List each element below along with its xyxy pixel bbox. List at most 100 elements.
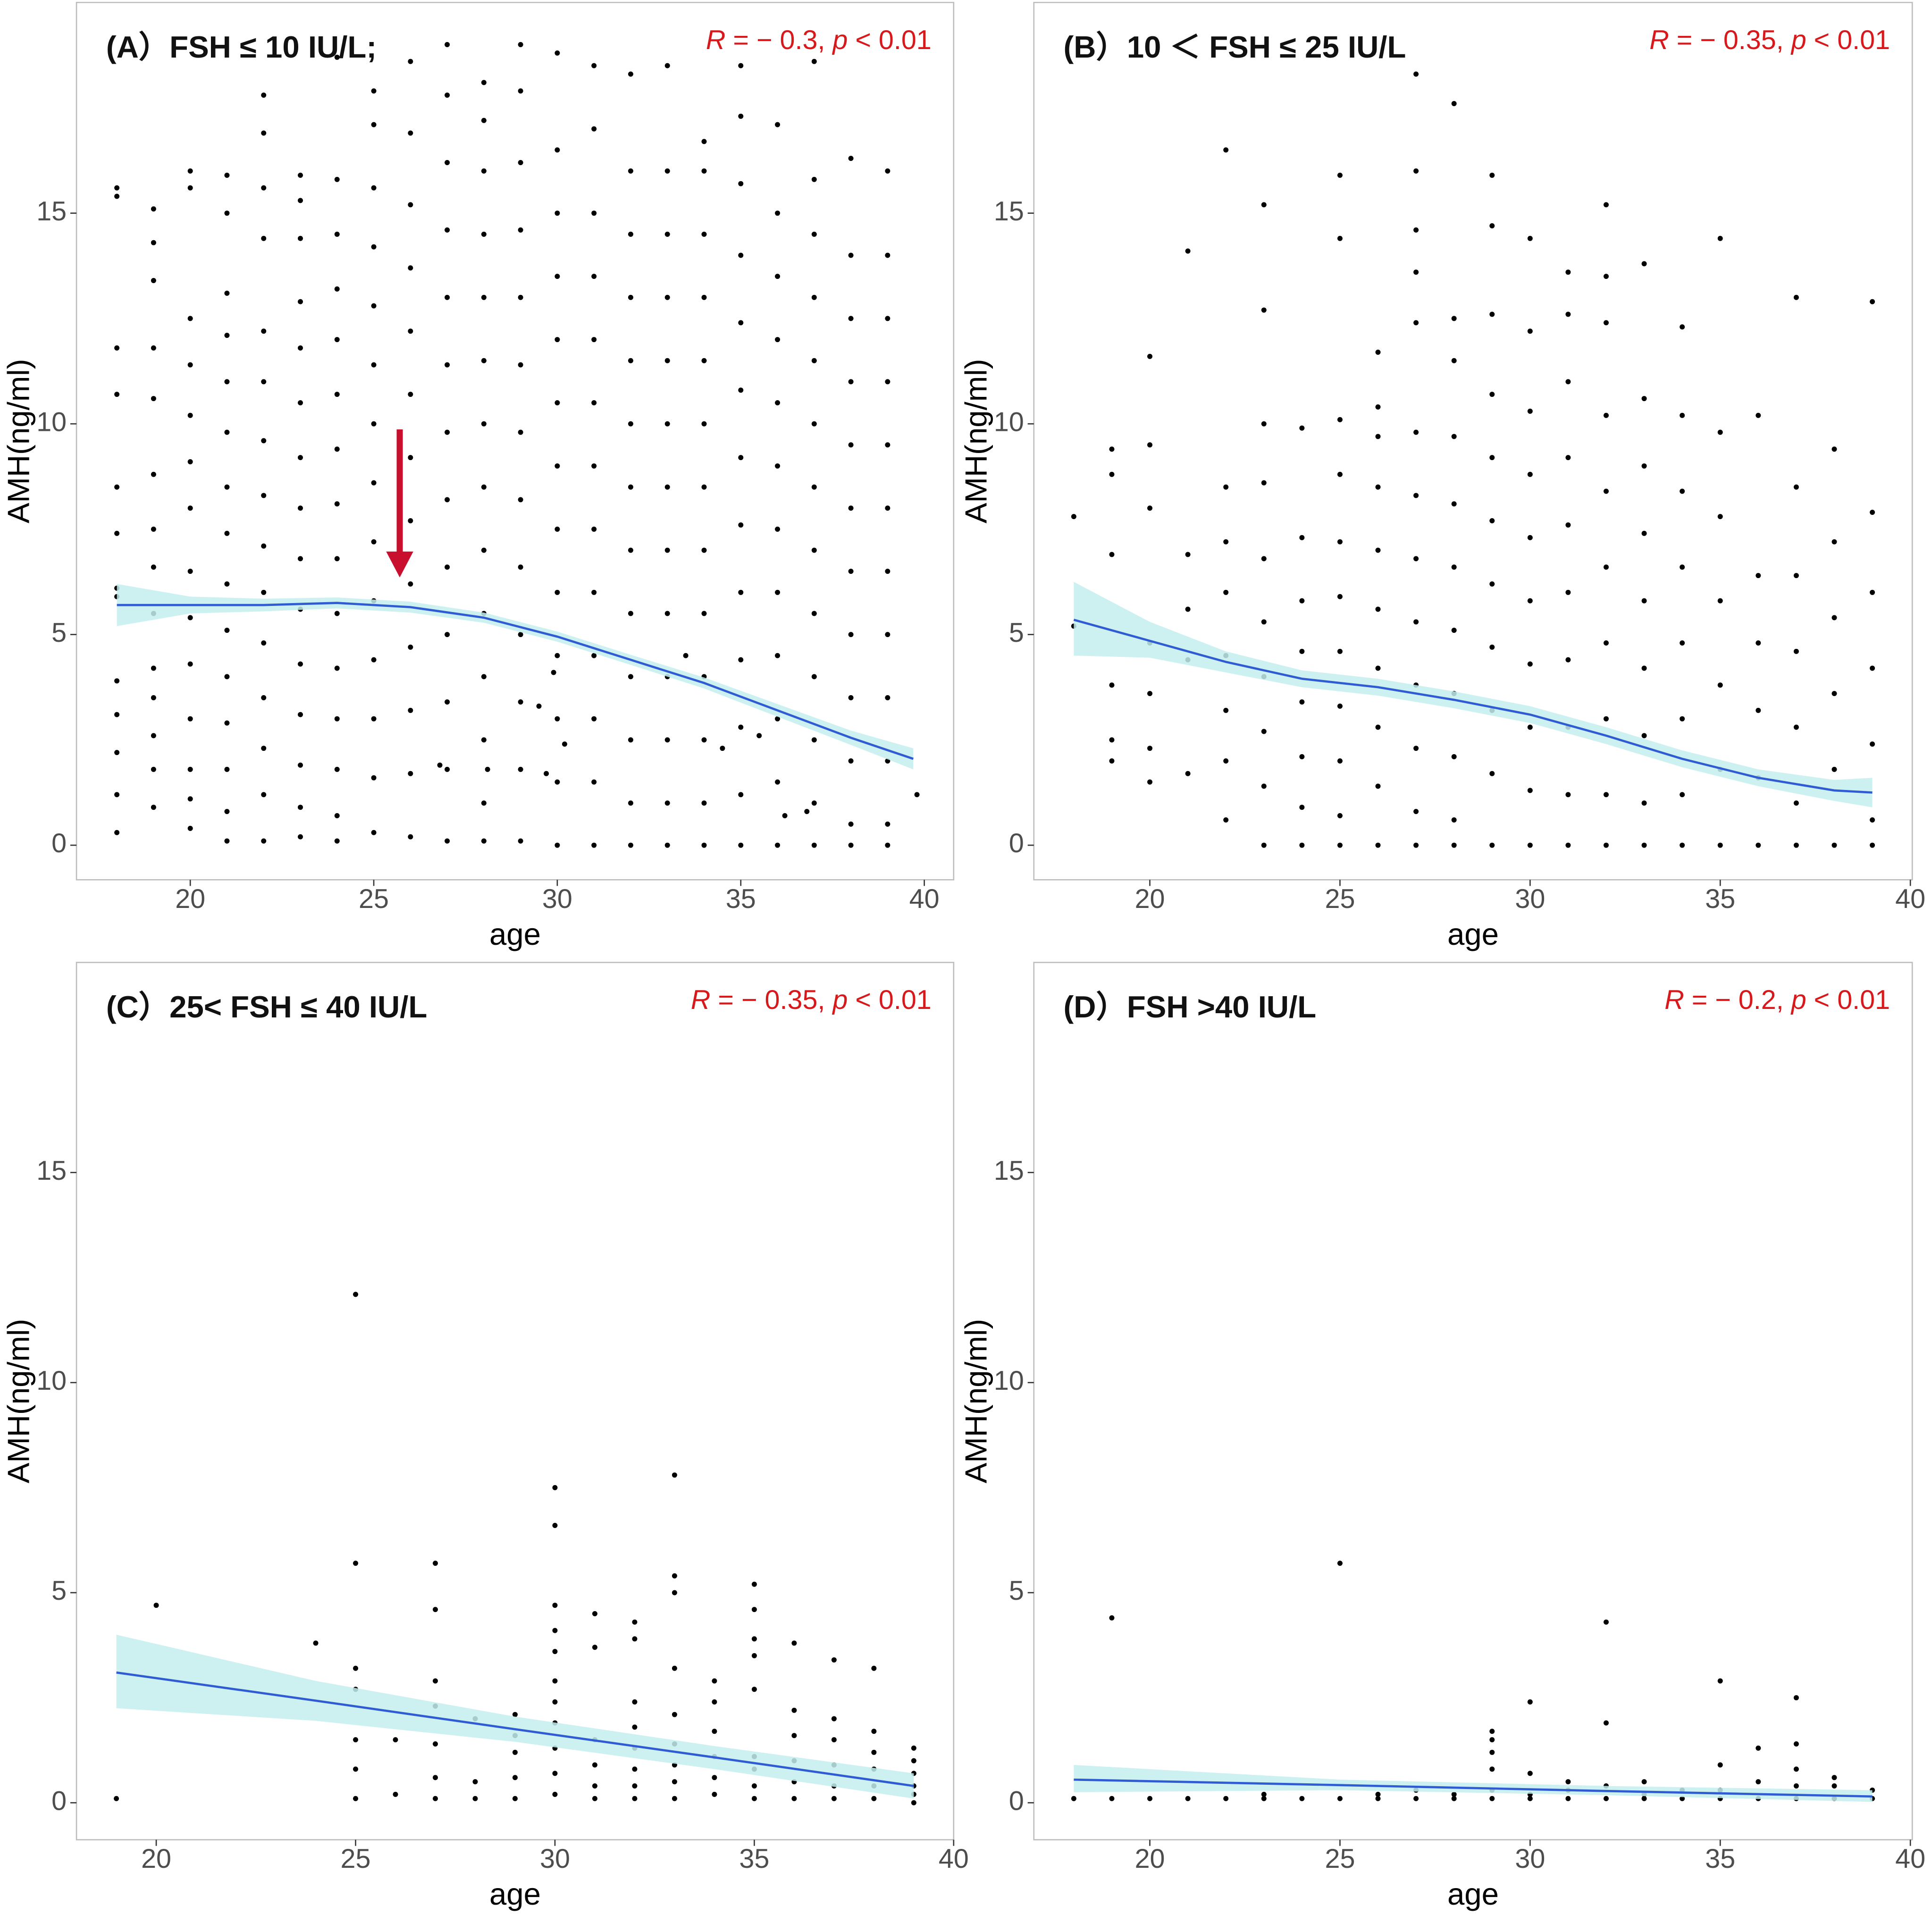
x-tick-label: 25 bbox=[1325, 1844, 1355, 1874]
data-point bbox=[187, 185, 193, 191]
data-point bbox=[1527, 1699, 1533, 1705]
data-point bbox=[664, 63, 670, 68]
data-point bbox=[1223, 147, 1229, 153]
data-point bbox=[187, 716, 193, 722]
data-point bbox=[1604, 564, 1609, 570]
data-point bbox=[371, 362, 377, 368]
data-point bbox=[1071, 1796, 1076, 1801]
data-point bbox=[1489, 771, 1495, 776]
data-point bbox=[885, 442, 890, 448]
data-point bbox=[831, 1657, 837, 1663]
data-point bbox=[261, 92, 267, 98]
data-point bbox=[151, 564, 156, 570]
data-point bbox=[738, 320, 744, 326]
data-point bbox=[1793, 294, 1799, 300]
data-point bbox=[1451, 358, 1457, 363]
data-point bbox=[628, 674, 633, 680]
data-point bbox=[591, 463, 597, 469]
data-point bbox=[1565, 311, 1571, 317]
data-point bbox=[775, 716, 781, 722]
data-point bbox=[554, 779, 560, 785]
data-point bbox=[811, 674, 817, 680]
data-point bbox=[408, 130, 413, 136]
data-point bbox=[1337, 471, 1343, 477]
data-point bbox=[408, 328, 413, 334]
data-point bbox=[1565, 792, 1571, 798]
data-point bbox=[371, 88, 377, 94]
data-point bbox=[885, 252, 890, 258]
data-point bbox=[1261, 1791, 1267, 1797]
data-point bbox=[775, 337, 781, 343]
data-point bbox=[408, 59, 413, 64]
data-point bbox=[1489, 1737, 1495, 1743]
data-point bbox=[518, 362, 523, 368]
data-point bbox=[551, 670, 556, 675]
data-point bbox=[738, 113, 744, 119]
data-point bbox=[1717, 429, 1723, 435]
data-point bbox=[151, 766, 156, 772]
data-point bbox=[1489, 1796, 1495, 1801]
data-point bbox=[628, 611, 633, 616]
data-point bbox=[701, 231, 707, 237]
data-point bbox=[371, 657, 377, 663]
data-point bbox=[512, 1775, 518, 1781]
data-point bbox=[811, 231, 817, 237]
data-point bbox=[701, 484, 707, 490]
data-point bbox=[224, 838, 230, 844]
data-point bbox=[1451, 842, 1457, 848]
data-point bbox=[871, 1665, 877, 1671]
data-point bbox=[261, 695, 267, 701]
data-point bbox=[848, 316, 854, 321]
data-point bbox=[1451, 316, 1457, 321]
data-point bbox=[1717, 235, 1723, 241]
data-point bbox=[664, 484, 670, 490]
panel-title: (C）25< FSH ≤ 40 IU/L bbox=[106, 990, 428, 1024]
data-point bbox=[738, 842, 744, 848]
data-point bbox=[518, 227, 523, 233]
confidence-band bbox=[1074, 581, 1873, 807]
data-point bbox=[738, 387, 744, 393]
data-point bbox=[261, 379, 267, 385]
data-point bbox=[1527, 235, 1533, 241]
data-point bbox=[1223, 707, 1229, 713]
data-point bbox=[1793, 484, 1799, 490]
data-point bbox=[811, 358, 817, 363]
data-point bbox=[791, 1733, 797, 1739]
data-point bbox=[811, 737, 817, 743]
x-tick-label: 40 bbox=[939, 1844, 969, 1874]
data-point bbox=[353, 1665, 359, 1671]
panel: 0 5 10 15 20 25 30 35 40 age AMH(ng/ml) (A）FSH ≤ 10… bbox=[1, 1, 955, 951]
data-point bbox=[1109, 758, 1115, 764]
data-point bbox=[481, 231, 487, 237]
data-point bbox=[187, 316, 193, 321]
annotation-part: = − 0.3, bbox=[725, 25, 832, 55]
data-point bbox=[1337, 539, 1343, 545]
data-point bbox=[224, 210, 230, 216]
data-point bbox=[224, 429, 230, 435]
data-point bbox=[811, 59, 817, 64]
data-point bbox=[1413, 320, 1419, 326]
data-point bbox=[1413, 71, 1419, 77]
data-point bbox=[628, 842, 633, 848]
data-point bbox=[1375, 783, 1381, 789]
data-point bbox=[701, 421, 707, 427]
data-point bbox=[408, 265, 413, 271]
data-point bbox=[831, 1796, 837, 1801]
data-point bbox=[261, 438, 267, 444]
data-point bbox=[1451, 101, 1457, 107]
data-point bbox=[1680, 792, 1685, 798]
data-point bbox=[1527, 1771, 1533, 1776]
data-point bbox=[114, 792, 120, 798]
data-point bbox=[1831, 1783, 1837, 1789]
data-point bbox=[1527, 408, 1533, 414]
data-point bbox=[1413, 556, 1419, 562]
data-point bbox=[628, 71, 633, 77]
data-point bbox=[1680, 842, 1685, 848]
data-point bbox=[1299, 699, 1305, 705]
data-point bbox=[738, 724, 744, 730]
y-tick-label: 10 bbox=[994, 1366, 1024, 1396]
data-point bbox=[1147, 442, 1153, 448]
data-point bbox=[1831, 539, 1837, 545]
